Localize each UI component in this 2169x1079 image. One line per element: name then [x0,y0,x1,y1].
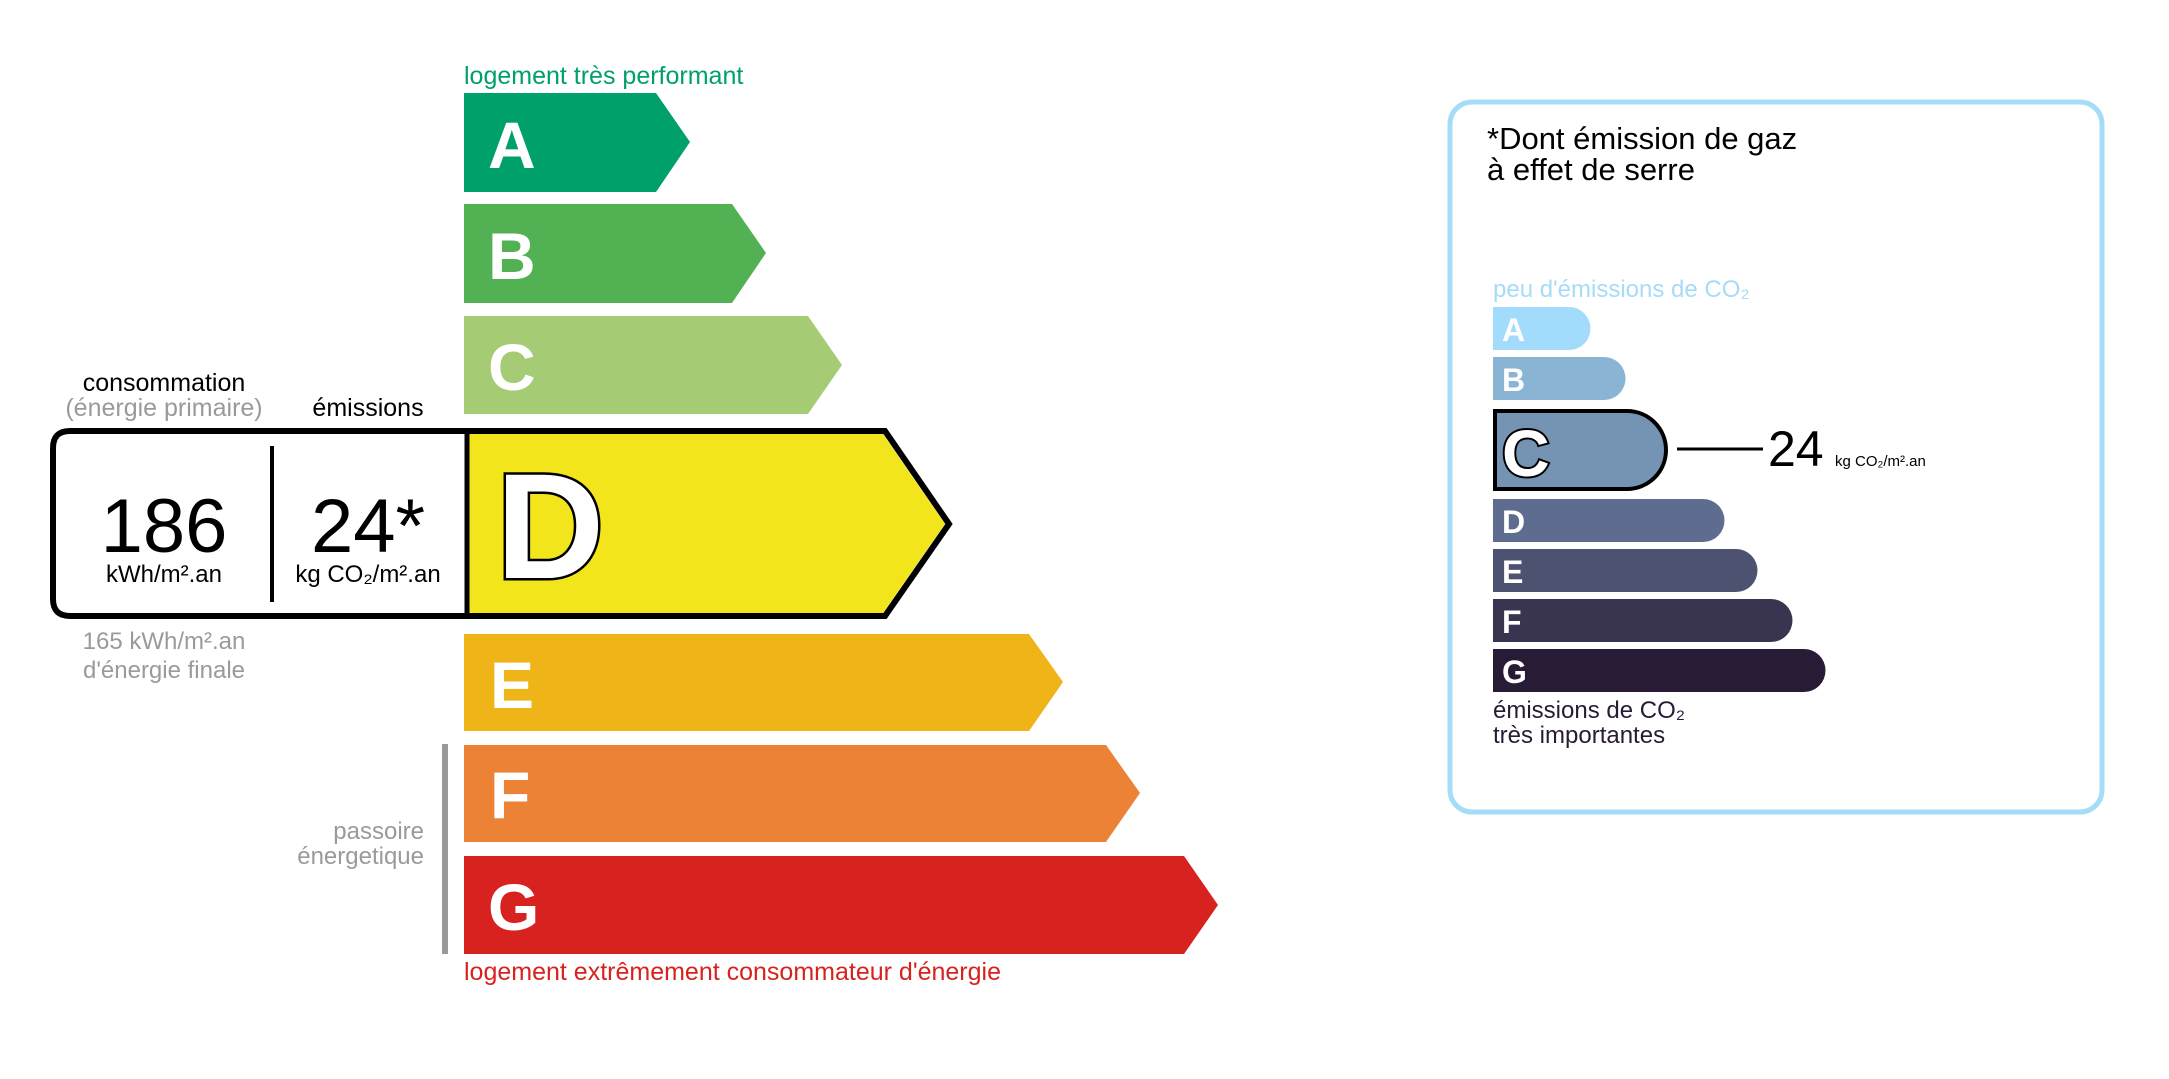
energy-bar-a: A [464,93,690,192]
energy-letter-c: C [488,330,536,404]
emissions-label: émissions [312,394,423,422]
ges-bottom-label-2: très importantes [1493,722,1665,749]
passoire-bracket [442,744,448,954]
energy-letter-e: E [490,648,534,722]
emissions-value: 24* [311,484,425,569]
energy-bar-c: C [464,316,842,414]
current-energy-class: 186 kWh/m².an 24* kg CO₂/m².an D [50,428,953,619]
final-energy-value: 165 kWh/m².an [83,628,246,655]
ges-letter-d: D [1502,504,1525,540]
ges-letter-e: E [1502,554,1523,590]
final-energy-label: d'énergie finale [83,657,245,684]
energy-letter-b: B [488,219,536,293]
ges-bottom-label-1: émissions de CO₂ [1493,697,1685,724]
energy-bar-g: G [464,856,1218,954]
ges-title-2: à effet de serre [1487,152,1695,187]
energy-bar-b: B [464,204,766,303]
ges-title-1: *Dont émission de gaz [1487,121,1797,156]
ges-bar-c-current: C 24 kg CO₂/m².an [1493,409,1926,492]
ges-bar-e: E [1493,549,1758,592]
passoire-label-1: passoire [333,818,424,845]
consumption-sublabel: (énergie primaire) [65,394,262,422]
energy-letter-d: D [496,442,604,610]
ges-bar-g: G [1493,649,1826,692]
ges-unit: kg CO₂/m².an [1835,453,1926,470]
ges-value: 24 [1768,421,1824,477]
ges-bar-b: B [1493,357,1626,400]
energy-letter-g: G [488,870,539,944]
ges-letter-c: C [1502,416,1550,490]
consumption-label: consommation [83,369,246,397]
ges-bar-d: D [1493,499,1725,542]
ges-letter-g: G [1502,654,1527,690]
energy-letter-a: A [488,108,536,182]
energy-letter-f: F [490,758,530,832]
ges-bar-a: A [1493,307,1591,350]
energy-bar-f: F [464,745,1140,842]
energy-bottom-label: logement extrêmement consommateur d'éner… [464,958,1001,986]
ges-bar-f: F [1493,599,1793,642]
emissions-unit: kg CO₂/m².an [295,561,440,588]
energy-top-label: logement très performant [464,62,743,90]
ges-letter-b: B [1502,362,1525,398]
ges-top-label: peu d'émissions de CO₂ [1493,276,1750,303]
ges-letter-a: A [1502,312,1525,348]
energy-bar-e: E [464,634,1063,731]
ges-letter-f: F [1502,604,1522,640]
consumption-value: 186 [101,484,228,569]
passoire-label-2: énergetique [297,843,424,870]
consumption-unit: kWh/m².an [106,561,222,588]
